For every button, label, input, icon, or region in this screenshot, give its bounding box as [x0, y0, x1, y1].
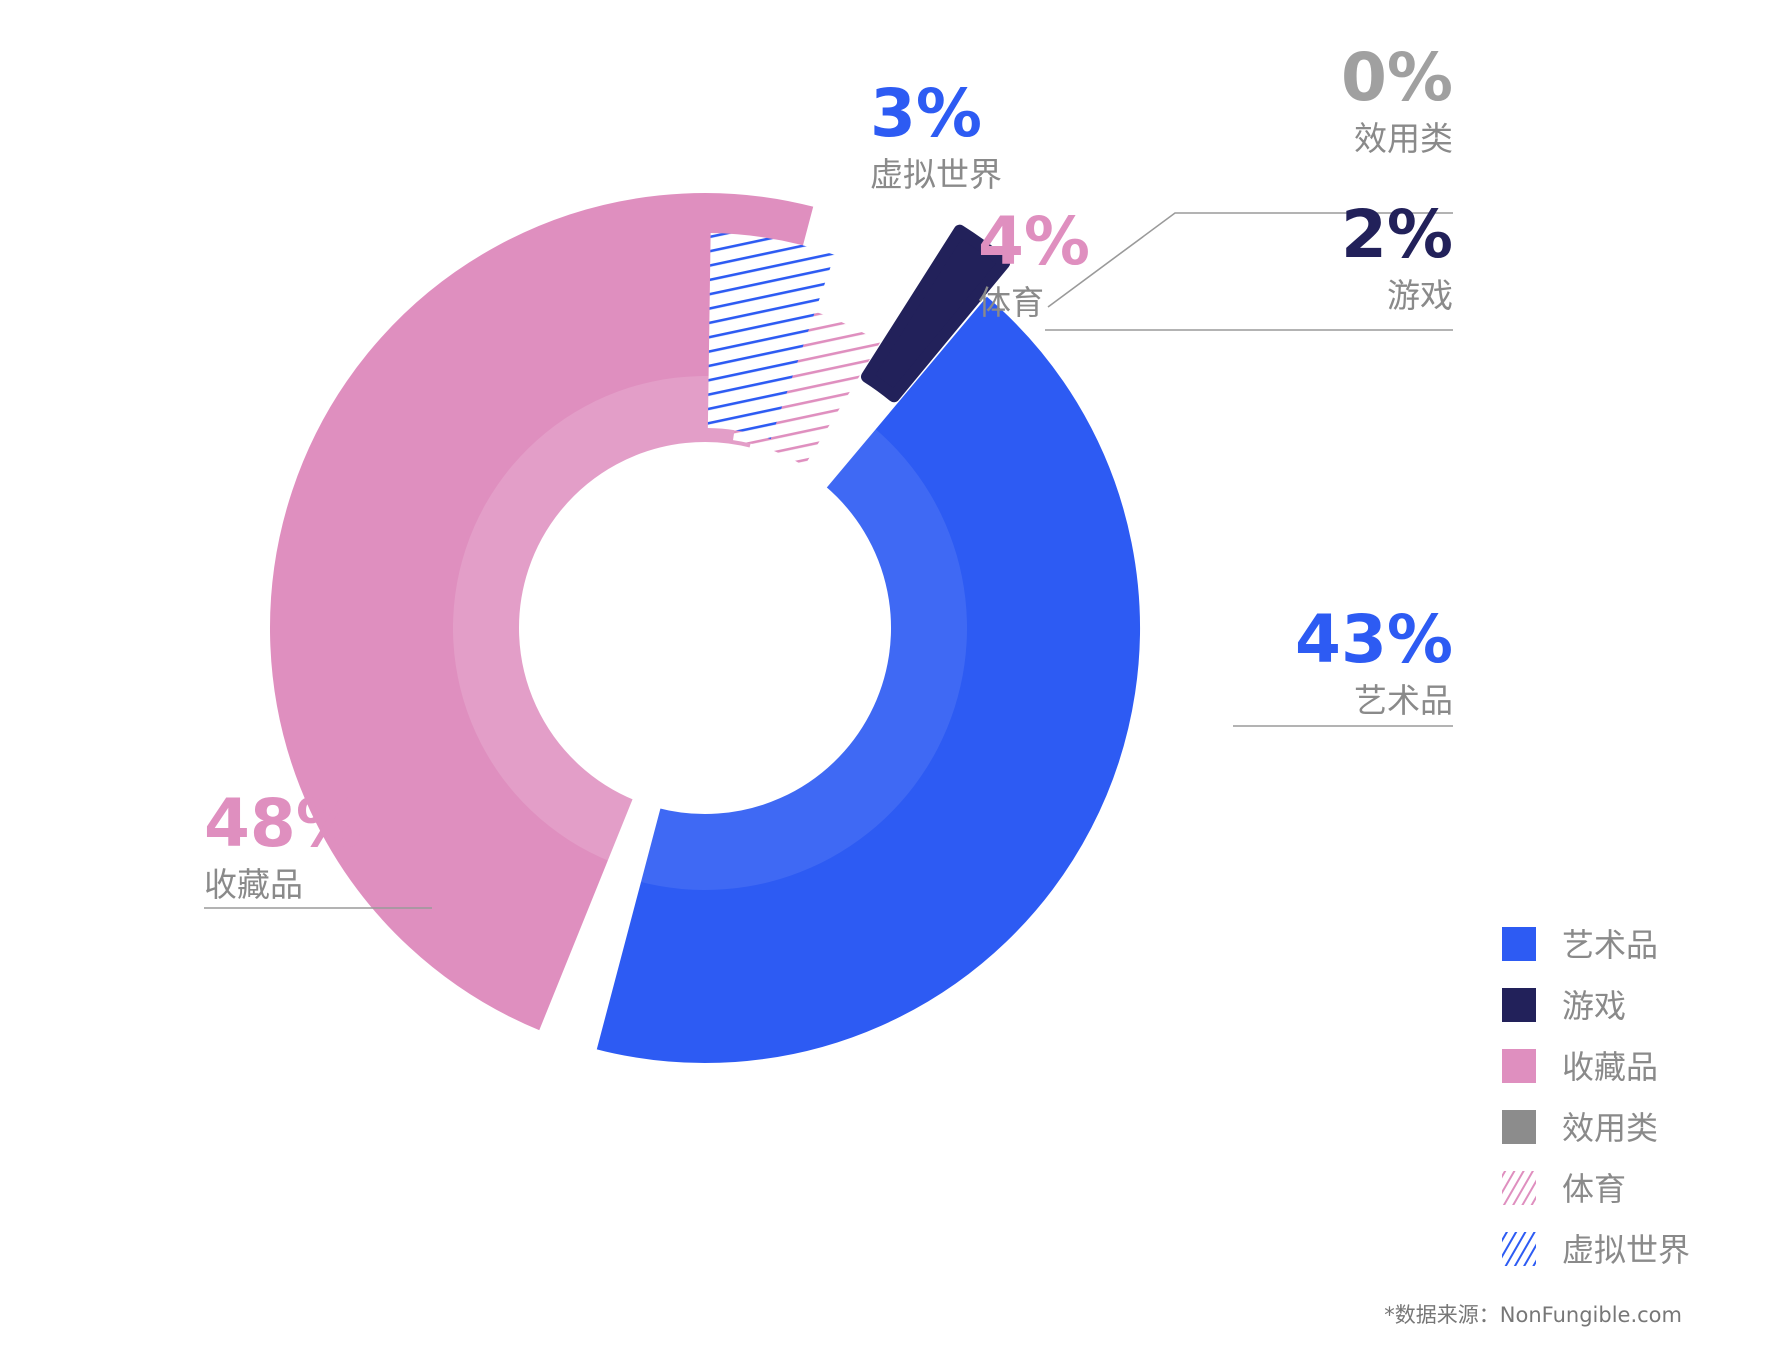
legend-label-sports: 体育 — [1562, 1170, 1626, 1208]
legend-swatch-utility — [1502, 1110, 1536, 1144]
slice-collectibles — [263, 187, 820, 1038]
category-label-utility: 效用类 — [1354, 119, 1453, 158]
source-note: *数据来源：NonFungible.com — [1384, 1303, 1682, 1327]
slice-art-inner-band — [638, 427, 967, 890]
value-label-virtual-worlds: 3% — [870, 75, 982, 152]
legend-swatch-games — [1502, 988, 1536, 1022]
legend-label-utility: 效用类 — [1562, 1109, 1658, 1147]
legend-swatch-collectibles — [1502, 1049, 1536, 1083]
value-label-sports: 4% — [978, 203, 1090, 280]
slice-collectibles-inner-band — [452, 375, 770, 862]
leader-line-utility — [1047, 212, 1453, 308]
category-label-sports: 体育 — [978, 283, 1044, 322]
value-label-utility: 0% — [1341, 39, 1453, 116]
legend-swatch-art — [1502, 927, 1536, 961]
slice-virtual-worlds — [707, 233, 835, 440]
slice-art — [590, 289, 1147, 1069]
legend-swatch-virtual-worlds — [1502, 1232, 1536, 1266]
category-label-games: 游戏 — [1387, 276, 1453, 315]
value-label-games: 2% — [1341, 196, 1453, 273]
value-label-art: 43% — [1295, 601, 1453, 678]
legend-label-art: 艺术品 — [1562, 926, 1658, 964]
legend-label-collectibles: 收藏品 — [1562, 1048, 1658, 1086]
legend-label-games: 游戏 — [1562, 987, 1626, 1025]
value-label-collectibles: 48% — [204, 785, 362, 862]
category-label-art: 艺术品 — [1354, 681, 1453, 720]
legend-label-virtual-worlds: 虚拟世界 — [1562, 1231, 1690, 1269]
category-label-collectibles: 收藏品 — [204, 865, 303, 904]
legend-swatch-sports — [1502, 1171, 1536, 1205]
category-label-virtual-worlds: 虚拟世界 — [870, 155, 1002, 194]
slice-games — [860, 224, 1011, 403]
